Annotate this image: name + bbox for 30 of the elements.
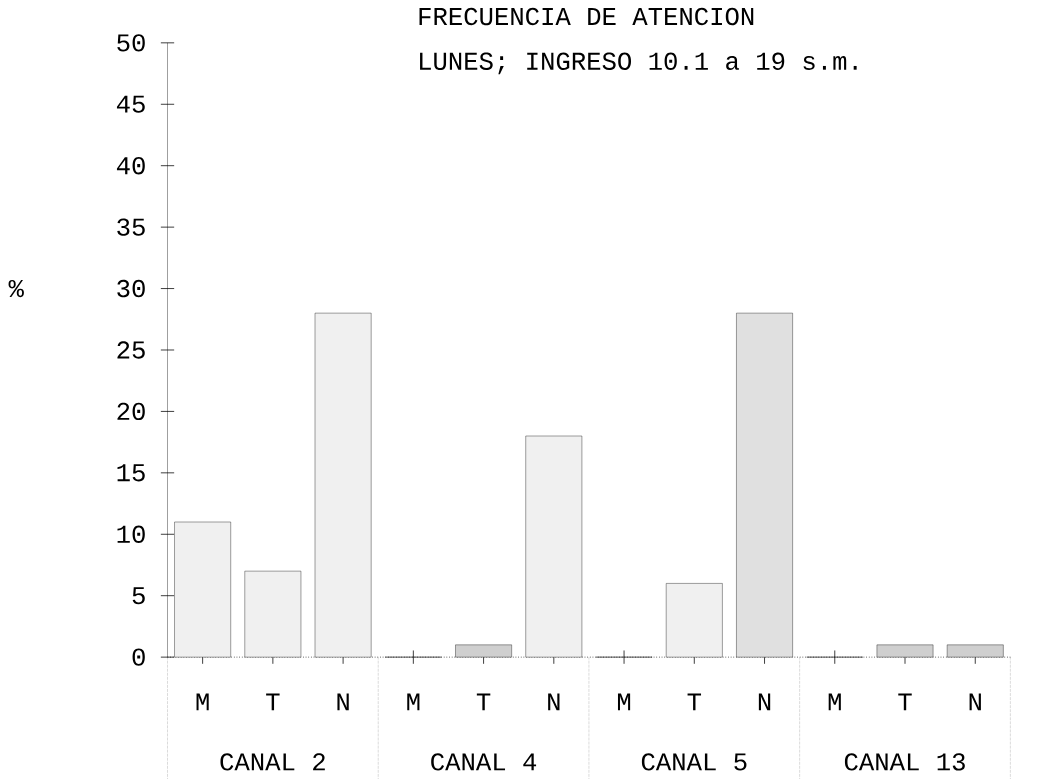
x-tick-label: T	[266, 693, 280, 711]
x-tick-label: N	[337, 693, 349, 711]
y-tick-label: 5	[132, 587, 145, 605]
y-tick-label: 45	[116, 95, 145, 113]
text: CANAL 5	[641, 753, 747, 771]
chart-title: FRECUENCIA DE ATENCION	[419, 7, 754, 26]
x-tick-label: M	[617, 693, 631, 711]
x-tick-label: N	[969, 693, 981, 711]
chart-subtitle: LUNES; INGRESO 10.1 a 19 s.m.	[420, 52, 857, 75]
x-tick-label: N	[758, 693, 771, 711]
y-tick-label: 10	[117, 525, 145, 543]
y-tick-label: 30	[117, 279, 145, 298]
text: CANAL 2	[220, 753, 325, 771]
y-tick-label: 50	[117, 34, 145, 52]
y-tick-label: 0	[132, 648, 145, 666]
y-tick-label: 25	[117, 341, 145, 359]
x-tick-label: T	[898, 693, 912, 711]
x-tick-label: T	[476, 693, 491, 711]
x-tick-label: T	[687, 693, 702, 711]
y-tick-label: 40	[116, 157, 145, 175]
y-tick-label: 20	[117, 402, 145, 421]
y-tick-label: 35	[117, 218, 145, 236]
text: CANAL 4	[431, 753, 537, 771]
y-tick-label: 15	[117, 464, 145, 482]
x-tick-label: M	[407, 693, 420, 711]
x-tick-label: M	[828, 693, 841, 711]
y-axis-title: %	[8, 280, 24, 298]
x-tick-label: M	[196, 693, 209, 711]
x-tick-label: N	[548, 693, 560, 711]
text: CANAL 13	[844, 753, 965, 771]
